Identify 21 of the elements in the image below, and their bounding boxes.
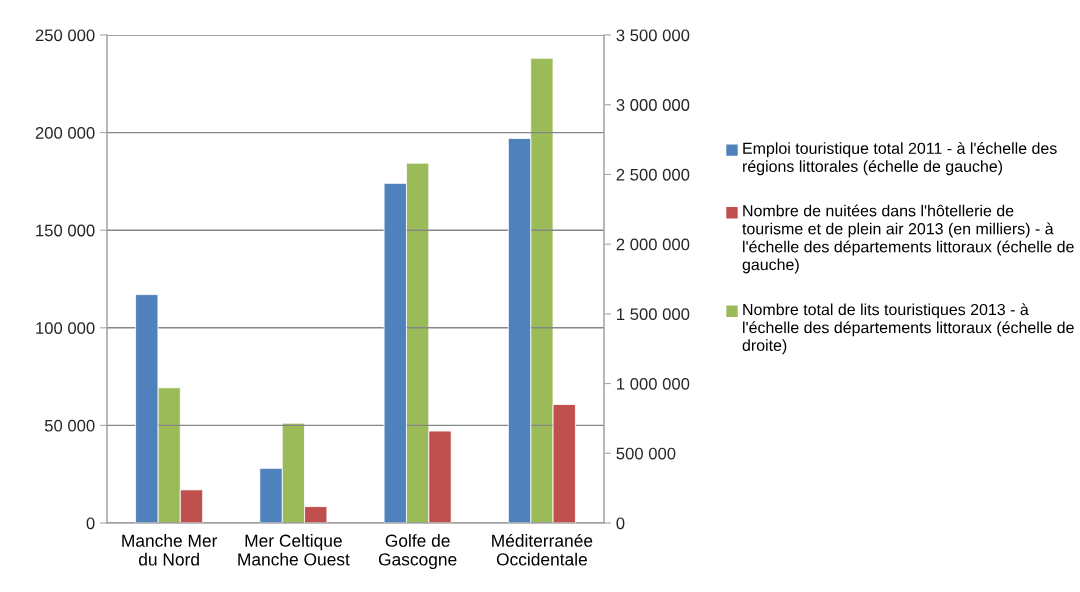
y-tick-label: 150 000 bbox=[36, 224, 95, 237]
y2-tick-label: 1 500 000 bbox=[617, 308, 690, 321]
y2-tick-label: 2 500 000 bbox=[616, 168, 690, 181]
x-tick-label: Mer Celtique Manche Ouest bbox=[238, 534, 350, 566]
x-tick-label: Manche Mer du Nord bbox=[122, 534, 218, 566]
y2-tick-label: 3 000 000 bbox=[616, 99, 690, 111]
y2-tick-label: 0 bbox=[616, 517, 625, 530]
y-tick-label: 100 000 bbox=[36, 322, 95, 334]
legend-label: Nombre de nuitées dans l'hôtellerie de tourisme et de plein air 2013 (en milliers) - à l'échelle des départements littoraux (échelle de gauche) bbox=[742, 204, 1074, 274]
x-tick-label: Méditerranée Occidentale bbox=[492, 533, 593, 566]
legend-label: Nombre total de lits touristiques 2013 - à l'échelle des départements littoraux (échelle de droite) bbox=[742, 303, 1074, 355]
y-tick-label: 0 bbox=[86, 517, 95, 530]
y2-tick-label: 3 500 000 bbox=[616, 29, 690, 42]
y-tick-label: 200 000 bbox=[35, 127, 95, 139]
y2-tick-label: 500 000 bbox=[616, 447, 676, 460]
y-tick-label: 250 000 bbox=[35, 29, 95, 42]
y2-tick-label: 2 000 000 bbox=[616, 238, 690, 251]
x-tick-label: Golfe de Gascogne bbox=[378, 534, 457, 569]
legend-label: Emploi touristique total 2011 - à l'échelle des régions littorales (échelle de gauche) bbox=[743, 142, 1057, 176]
y-tick-label: 50 000 bbox=[44, 419, 95, 432]
y2-tick-label: 1 000 000 bbox=[617, 377, 690, 390]
